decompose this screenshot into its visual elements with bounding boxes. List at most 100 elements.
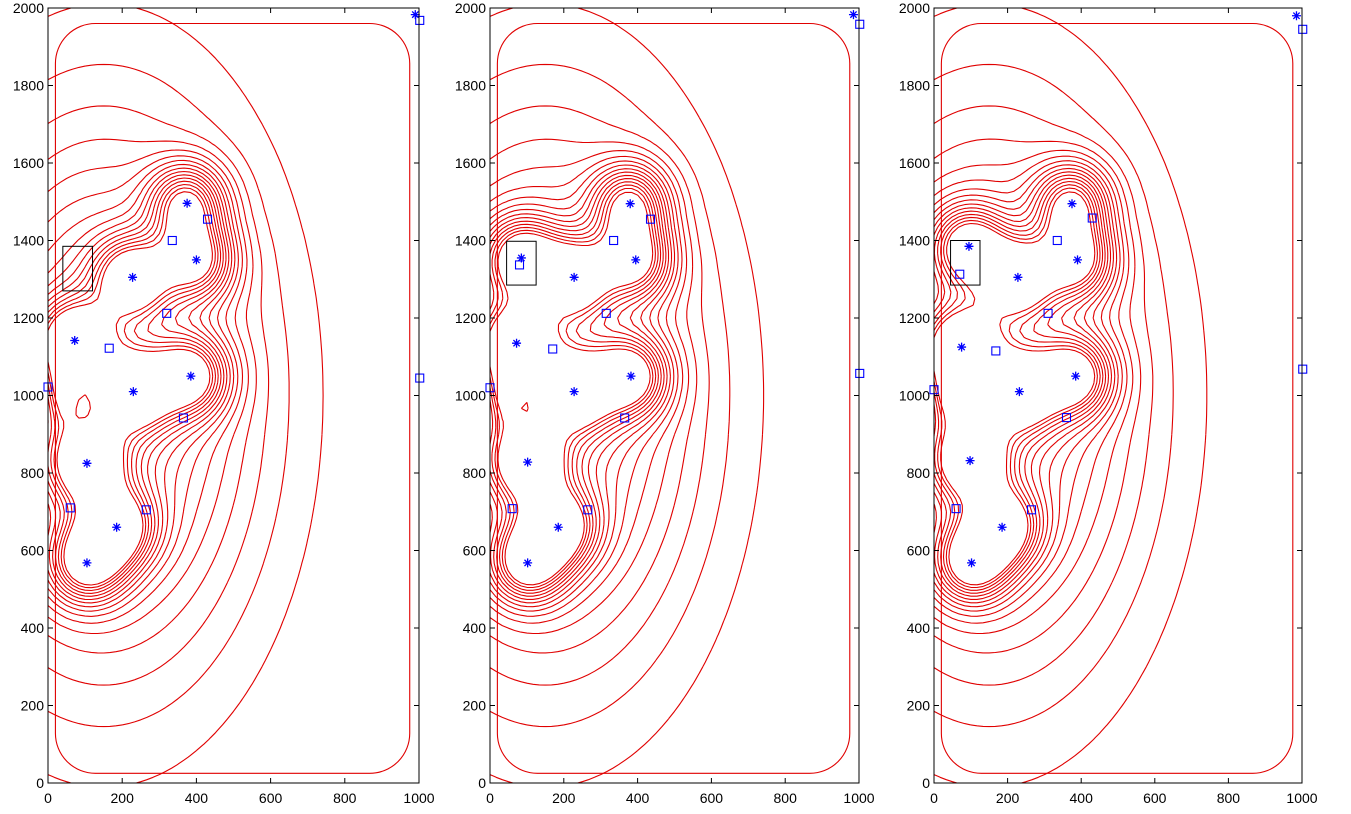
star-marker (1071, 371, 1081, 381)
star-marker (964, 241, 974, 251)
contour-line-9 (47, 167, 233, 608)
contour-line-12 (933, 177, 1107, 597)
contour-line-outer (496, 22, 851, 774)
contour-line-4 (489, 138, 698, 654)
star-marker (516, 253, 526, 263)
square-marker (855, 368, 865, 378)
square-marker (1043, 308, 1053, 318)
x-tick-label: 200 (111, 790, 135, 806)
x-tick-label: 400 (626, 790, 650, 806)
contour-lines (933, 7, 1294, 784)
square-marker (514, 260, 525, 270)
y-tick-label: 1400 (455, 233, 486, 249)
y-tick-label: 600 (463, 543, 487, 559)
square-marker (1026, 505, 1037, 515)
star-marker (967, 558, 977, 568)
x-tick-label: 200 (552, 790, 576, 806)
x-tick-label: 1000 (403, 790, 434, 806)
contour-line-16 (489, 191, 654, 586)
contour-line-6 (933, 155, 1128, 624)
y-tick-label: 400 (21, 620, 45, 636)
square-marker (1298, 364, 1308, 374)
region-rectangle (62, 245, 94, 292)
contour-line-2 (933, 63, 1174, 728)
contour-line-10 (933, 171, 1113, 604)
square-marker (1298, 24, 1308, 34)
contour-line-15 (47, 187, 216, 589)
star-marker (1013, 272, 1023, 282)
contour-line-6 (489, 155, 684, 624)
contour-line-7 (933, 160, 1123, 617)
x-tick-label: 0 (930, 790, 938, 806)
star-marker (1014, 387, 1024, 397)
y-tick-label: 1200 (455, 310, 486, 326)
star-marker (1067, 199, 1077, 209)
y-tick-label: 1600 (899, 155, 930, 171)
star-marker (569, 387, 579, 397)
contour-line-6 (47, 155, 244, 624)
square-marker (415, 15, 425, 25)
y-tick-label: 0 (478, 775, 486, 791)
subplot-3: 0 200 400 600 800 1000 0 200 400 600 800 1000 1200 14… (899, 0, 1318, 806)
contour-line-2 (489, 63, 731, 728)
square-marker (104, 343, 114, 353)
y-tick-label: 2000 (899, 0, 930, 16)
y-tick-label: 200 (907, 698, 931, 714)
star-marker (191, 255, 201, 265)
x-tick-label: 800 (774, 790, 798, 806)
y-tick-label: 1800 (455, 78, 486, 94)
contour-line-outer (940, 22, 1294, 774)
square-marker (1052, 235, 1062, 246)
y-tick-label: 1800 (899, 78, 930, 94)
star-marker (128, 272, 138, 282)
square-marker (620, 413, 630, 423)
star-marker (1291, 11, 1301, 21)
star-marker (957, 342, 967, 352)
contour-line-7 (489, 160, 679, 617)
x-tick-label: 0 (486, 790, 494, 806)
square-marker (991, 346, 1001, 356)
contour-line-11 (47, 174, 227, 601)
contour-line-10 (489, 171, 670, 604)
region-rectangle (506, 240, 537, 286)
contour-lines (47, 7, 411, 784)
contour-line-5 (489, 150, 690, 635)
x-tick-label: 400 (185, 790, 209, 806)
contour-line-8 (933, 164, 1119, 612)
square-marker (609, 235, 619, 246)
y-tick-label: 1600 (13, 155, 44, 171)
y-tick-label: 1000 (455, 388, 486, 404)
y-tick-label: 600 (907, 543, 931, 559)
square-marker (415, 373, 425, 383)
y-tick-label: 400 (907, 620, 931, 636)
subplot-2: 0 200 400 600 800 1000 0 200 400 600 800 1000 1200 14… (455, 0, 875, 806)
square-marker (951, 504, 961, 514)
contour-line-outer (54, 22, 411, 774)
contour-line-4 (47, 138, 257, 654)
x-tick-label: 600 (259, 790, 283, 806)
star-marker (128, 387, 138, 397)
contour-line-2 (47, 63, 290, 728)
square-marker (178, 413, 188, 423)
star-marker (70, 335, 80, 345)
square-marker (645, 214, 656, 224)
x-tick-label: 600 (1143, 790, 1167, 806)
y-tick-label: 2000 (13, 0, 44, 16)
contour-line-10 (47, 170, 230, 604)
y-tick-label: 800 (907, 465, 931, 481)
x-tick-label: 0 (44, 790, 52, 806)
star-marker (553, 522, 563, 532)
contour-line-16 (47, 191, 213, 586)
square-marker (583, 505, 593, 515)
contour-line-5 (933, 149, 1134, 635)
contour-line-4 (933, 138, 1142, 654)
contour-line-11 (489, 174, 667, 600)
contour-line-15 (933, 187, 1098, 589)
star-marker (1073, 255, 1083, 265)
y-tick-label: 200 (21, 698, 45, 714)
y-tick-label: 0 (36, 775, 44, 791)
star-marker (997, 522, 1007, 532)
contour-line-8 (47, 163, 236, 612)
plot-area (490, 8, 859, 783)
